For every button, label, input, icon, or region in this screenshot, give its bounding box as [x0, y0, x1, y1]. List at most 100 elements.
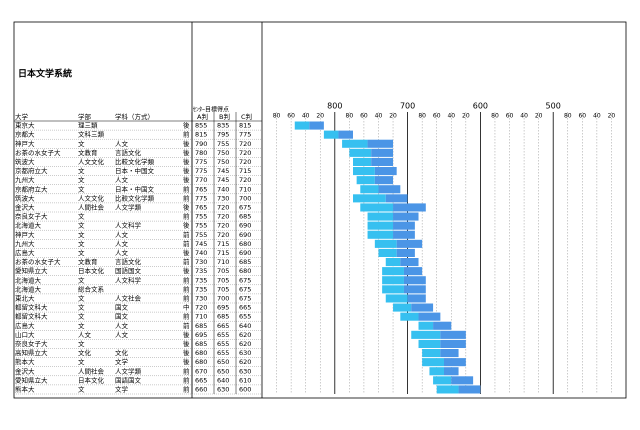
cell: 人文: [115, 230, 129, 239]
cell: 国語国文: [115, 375, 142, 384]
cell: 前: [183, 293, 190, 302]
cell: 705: [217, 267, 229, 275]
cell: お茶の水女子大: [15, 148, 61, 157]
cell: 人文学類: [115, 202, 142, 211]
cell: 前: [183, 193, 190, 202]
bar-a-b: [418, 321, 434, 330]
cell: 文: [78, 293, 85, 302]
cell: 愛知県立大: [15, 266, 48, 275]
cell: 筑波大: [15, 157, 35, 166]
cell: 600: [239, 385, 251, 393]
bar-b-c: [440, 349, 459, 358]
cell: 文: [78, 339, 85, 348]
bar-b-c: [433, 321, 452, 330]
cell: 奈良女子大: [15, 212, 48, 221]
cell: 言語文化: [115, 257, 142, 266]
bar-a-b: [422, 349, 441, 358]
cell: 690: [239, 222, 251, 230]
cell: 都留文科大: [15, 312, 48, 321]
cell: 筑波大: [15, 193, 35, 202]
cell: 比較文化学類: [115, 193, 155, 202]
axis-label: 20: [535, 113, 543, 120]
bar-a-b: [356, 176, 375, 185]
cell: 720: [217, 222, 229, 230]
cell: 後: [183, 348, 190, 357]
cell: 国語国文: [115, 266, 142, 275]
cell: 675: [239, 285, 251, 293]
cell: 720: [217, 203, 229, 211]
bar-a-b: [385, 294, 408, 303]
bar-b-c: [400, 258, 419, 267]
col-header: 大学: [15, 112, 29, 121]
cell: 640: [239, 322, 251, 330]
bar-b-c: [309, 121, 324, 130]
cell: 775: [239, 131, 251, 139]
bar-b-c: [393, 221, 415, 230]
cell: 人文: [115, 248, 129, 257]
cell: 680: [195, 349, 207, 357]
cell: 北海道大: [15, 275, 42, 284]
cell: 650: [217, 358, 229, 366]
cell: 都留文科大: [15, 303, 48, 312]
cell: 日本文化: [78, 375, 105, 384]
cell: 610: [239, 376, 251, 384]
cell: 後: [183, 339, 190, 348]
cell: 人文学類: [115, 366, 142, 375]
cell: 文化: [115, 348, 129, 357]
axis-label: 80: [418, 113, 426, 120]
cell: 655: [217, 340, 229, 348]
bar-a-b: [385, 258, 401, 267]
bar-a-b: [367, 212, 394, 221]
bar-b-c: [440, 330, 466, 339]
cell: 前: [183, 212, 190, 221]
cell: 人文社会: [115, 293, 142, 302]
cell: 後: [183, 202, 190, 211]
cell: 730: [217, 194, 229, 202]
cell: 685: [239, 258, 251, 266]
cell: 京都府立大: [15, 166, 48, 175]
cell: 695: [217, 304, 229, 312]
cell: 文: [78, 248, 85, 257]
axis-label: 20: [608, 113, 616, 120]
axis-label: 800: [327, 102, 342, 111]
axis-label: 80: [273, 113, 281, 120]
col-header: B判: [219, 112, 230, 121]
bar-b-c: [393, 212, 419, 221]
bar-b-c: [378, 185, 401, 194]
cell: 735: [195, 276, 207, 284]
cell: 740: [217, 185, 229, 193]
cell: 山口大: [15, 330, 35, 339]
bar-a-b: [378, 248, 397, 257]
cell: 前: [183, 239, 190, 248]
cell: 710: [239, 185, 251, 193]
bar-b-c: [338, 130, 353, 139]
cell: 前: [183, 275, 190, 284]
cell: 715: [217, 240, 229, 248]
bar-a-b: [382, 276, 404, 285]
bar-b-c: [393, 230, 415, 239]
cell: 680: [239, 240, 251, 248]
cell: 620: [239, 340, 251, 348]
cell: 文: [78, 166, 85, 175]
cell: 710: [217, 258, 229, 266]
cell: 685: [195, 340, 207, 348]
cell: 640: [217, 376, 229, 384]
cell: 835: [217, 122, 229, 130]
cell: 775: [195, 194, 207, 202]
cell: 740: [195, 249, 207, 257]
cell: 675: [239, 276, 251, 284]
bar-b-c: [451, 376, 474, 385]
cell: 655: [217, 349, 229, 357]
cell: 720: [239, 158, 251, 166]
bar-a-b: [342, 139, 368, 148]
cell: 人文: [115, 139, 129, 148]
cell: 奈良女子大: [15, 339, 48, 348]
axis-label: 40: [447, 113, 455, 120]
cell: 745: [195, 240, 207, 248]
cell: 国文: [115, 303, 129, 312]
cell: 後: [183, 166, 190, 175]
cell: 685: [195, 322, 207, 330]
bar-a-b: [400, 312, 419, 321]
axis-label: 40: [520, 113, 528, 120]
